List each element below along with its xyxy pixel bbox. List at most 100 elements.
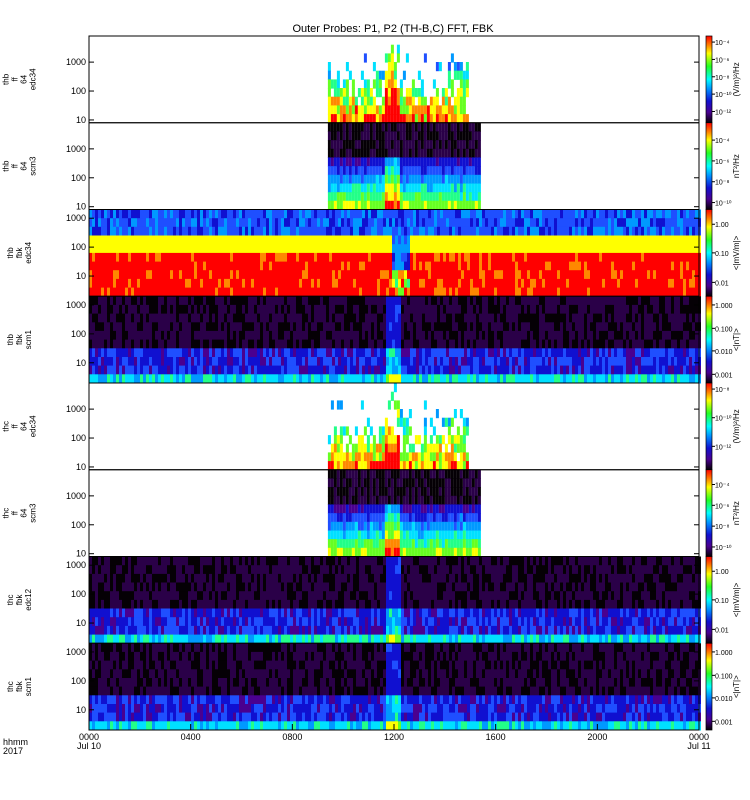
- heatmap-cell: [647, 357, 650, 367]
- heatmap-cell: [116, 261, 119, 271]
- heatmap-cell: [272, 218, 275, 228]
- heatmap-cell: [347, 278, 350, 289]
- heatmap-cell: [254, 339, 257, 349]
- heatmap-cell: [323, 348, 326, 358]
- heatmap-cell: [401, 357, 404, 367]
- heatmap-cell: [383, 304, 386, 315]
- heatmap-cell: [599, 339, 602, 349]
- heatmap-cell: [551, 357, 554, 367]
- heatmap-cell: [369, 96, 373, 106]
- heatmap-cell: [458, 339, 461, 349]
- heatmap-cell: [455, 304, 458, 315]
- heatmap-cell: [435, 183, 439, 193]
- heatmap-cell: [390, 157, 394, 167]
- heatmap-cell: [434, 357, 437, 367]
- heatmap-cell: [344, 357, 347, 367]
- heatmap-cell: [641, 296, 644, 306]
- heatmap-cell: [593, 209, 596, 219]
- heatmap-cell: [638, 287, 641, 297]
- heatmap-cell: [405, 200, 409, 210]
- heatmap-cell: [390, 114, 394, 124]
- heatmap-cell: [110, 226, 113, 236]
- heatmap-cell: [626, 296, 629, 306]
- heatmap-cell: [167, 374, 170, 384]
- heatmap-cell: [342, 426, 346, 436]
- heatmap-cell: [308, 226, 311, 236]
- heatmap-cell: [260, 313, 263, 323]
- heatmap-cell: [605, 304, 608, 315]
- heatmap-cell: [611, 270, 614, 280]
- heatmap-cell: [366, 443, 370, 453]
- heatmap-cell: [413, 348, 416, 358]
- heatmap-cell: [479, 209, 482, 219]
- heatmap-cell: [393, 88, 397, 98]
- heatmap-cell: [392, 278, 395, 289]
- heatmap-cell: [371, 304, 374, 315]
- heatmap-cell: [488, 235, 491, 245]
- heatmap-cell: [167, 296, 170, 306]
- heatmap-cell: [362, 244, 365, 254]
- heatmap-cell: [453, 157, 457, 167]
- heatmap-cell: [383, 357, 386, 367]
- heatmap-cell: [227, 304, 230, 315]
- heatmap-cell: [351, 140, 355, 150]
- heatmap-cell: [518, 261, 521, 271]
- heatmap-cell: [428, 209, 431, 219]
- heatmap-cell: [347, 252, 350, 263]
- heatmap-cell: [155, 357, 158, 367]
- heatmap-cell: [413, 296, 416, 306]
- heatmap-cell: [122, 339, 125, 349]
- heatmap-cell: [389, 357, 392, 367]
- heatmap-cell: [551, 339, 554, 349]
- heatmap-cell: [509, 339, 512, 349]
- heatmap-cell: [491, 296, 494, 306]
- heatmap-cell: [233, 365, 236, 375]
- heatmap-cell: [450, 105, 454, 115]
- heatmap-cell: [173, 313, 176, 323]
- heatmap-cell: [390, 70, 394, 80]
- heatmap-cell: [473, 313, 476, 323]
- heatmap-cell: [257, 235, 260, 245]
- heatmap-cell: [398, 270, 401, 280]
- heatmap-cell: [335, 313, 338, 323]
- heatmap-cell: [137, 226, 140, 236]
- heatmap-cell: [683, 330, 686, 341]
- heatmap-cell: [341, 296, 344, 306]
- heatmap-cell: [410, 252, 413, 263]
- heatmap-cell: [311, 226, 314, 236]
- heatmap-cell: [524, 252, 527, 263]
- heatmap-cell: [671, 270, 674, 280]
- heatmap-cell: [363, 96, 367, 106]
- heatmap-cell: [614, 296, 617, 306]
- heatmap-cell: [326, 235, 329, 245]
- heatmap-cell: [668, 270, 671, 280]
- heatmap-cell: [357, 435, 361, 445]
- heatmap-cell: [437, 261, 440, 271]
- heatmap-cell: [557, 322, 560, 332]
- heatmap-cell: [227, 330, 230, 341]
- heatmap-cell: [392, 218, 395, 228]
- heatmap-cell: [620, 218, 623, 228]
- heatmap-cell: [390, 79, 394, 89]
- heatmap-cell: [447, 166, 451, 176]
- heatmap-cell: [647, 313, 650, 323]
- heatmap-cell: [176, 218, 179, 228]
- heatmap-cell: [110, 244, 113, 254]
- heatmap-cell: [266, 357, 269, 367]
- heatmap-cell: [360, 114, 364, 124]
- heatmap-cell: [441, 183, 445, 193]
- heatmap-cell: [432, 157, 436, 167]
- heatmap-cell: [515, 313, 518, 323]
- heatmap-cell: [194, 226, 197, 236]
- heatmap-cell: [464, 270, 467, 280]
- heatmap-cell: [176, 209, 179, 219]
- heatmap-cell: [605, 244, 608, 254]
- heatmap-cell: [417, 105, 421, 115]
- heatmap-cell: [293, 348, 296, 358]
- heatmap-cell: [383, 209, 386, 219]
- colorbar-tick-label: 10⁻¹²: [715, 109, 732, 116]
- heatmap-cell: [435, 174, 439, 184]
- heatmap-cell: [533, 365, 536, 375]
- heatmap-cell: [230, 365, 233, 375]
